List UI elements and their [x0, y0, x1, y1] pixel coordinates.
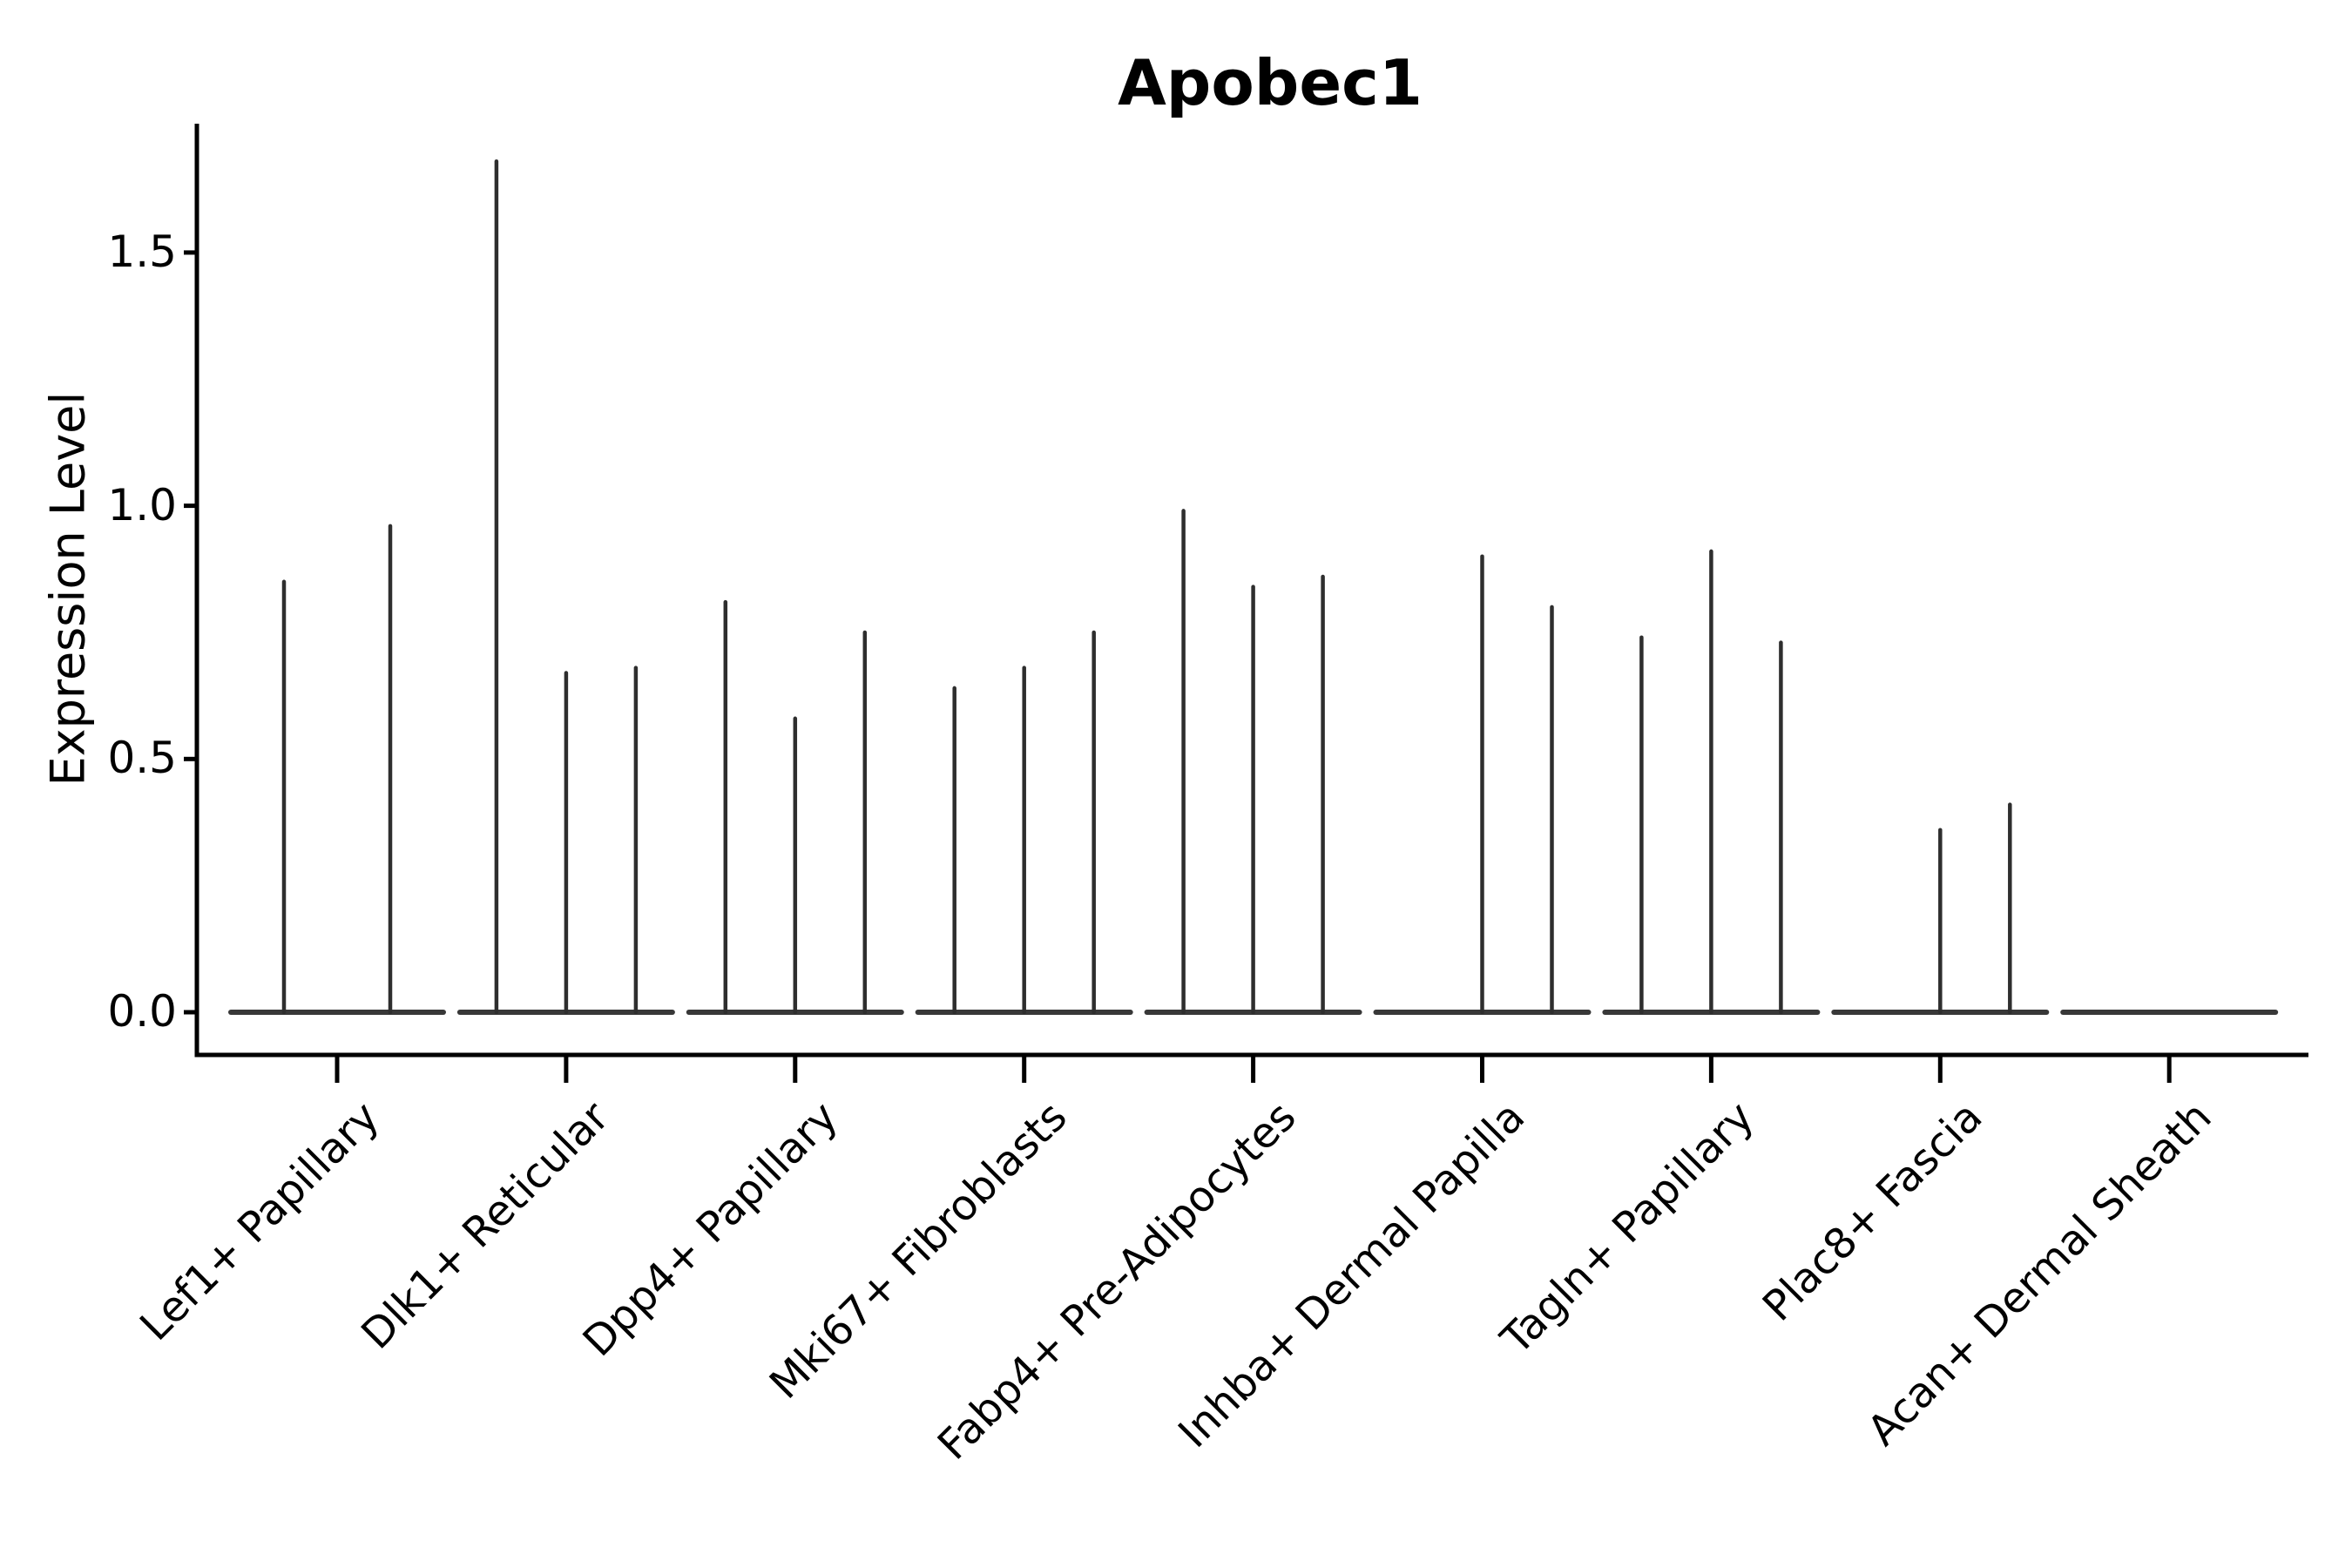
y-tick-label: 1.5: [107, 226, 177, 277]
chart-title: Apobec1: [1118, 46, 1423, 119]
y-tick-label: 1.0: [107, 479, 177, 531]
y-axis-label: Expression Level: [40, 391, 96, 787]
y-tick-label: 0.5: [107, 733, 177, 784]
y-tick-label: 0.0: [107, 985, 177, 1037]
